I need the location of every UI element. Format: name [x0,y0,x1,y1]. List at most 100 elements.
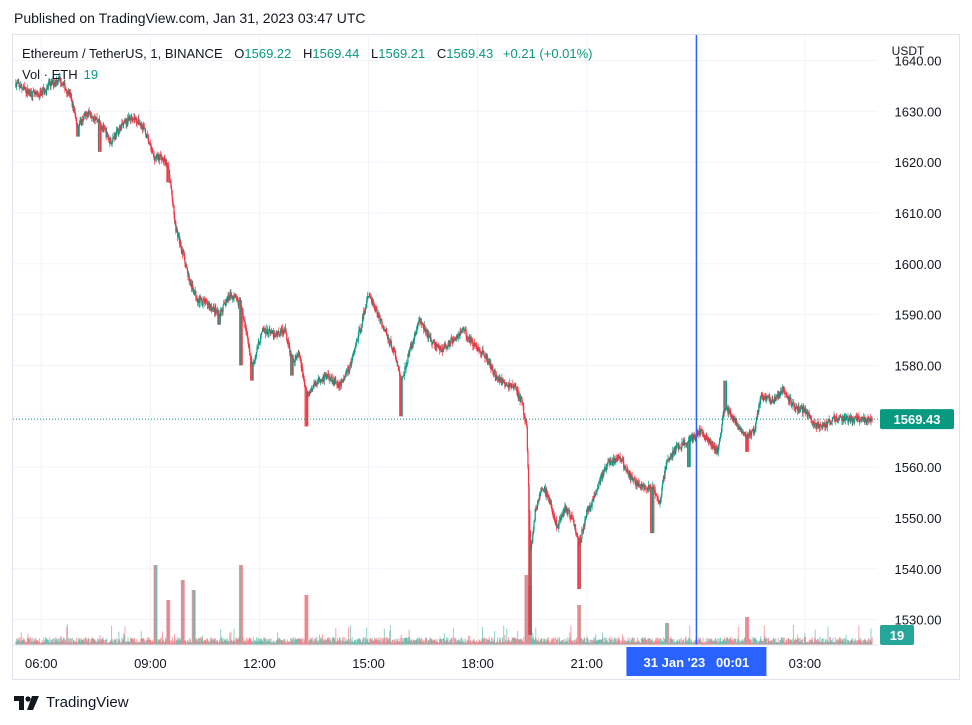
volume-bar [863,640,865,645]
volume-bar [446,637,448,645]
tradingview-logo-icon [14,695,39,710]
chart-frame[interactable] [12,34,960,680]
candle-body [382,326,384,329]
candle-body [57,81,59,83]
volume-bar [28,638,30,645]
candle-body [469,336,471,341]
volume-bar [726,637,728,645]
candle-body [756,417,758,418]
volume-bar [587,638,589,645]
volume-bar [176,640,178,645]
candle-body [458,333,460,335]
volume-bar [679,638,681,645]
volume-bar [503,625,505,645]
volume-bar [859,637,861,645]
candle-body [772,400,774,403]
candle-body [380,319,382,320]
volume-bar [278,637,280,645]
candle-body [421,323,424,324]
volume-bar [794,640,796,645]
volume-bar [82,639,84,645]
candle-body [647,488,649,490]
volume-bar [521,640,523,645]
volume-bar [519,639,521,645]
candle-body [857,415,859,418]
candle-body [712,447,714,449]
symbol-title[interactable]: Ethereum / TetherUS, 1, BINANCE [22,46,223,61]
candle-body [295,357,297,360]
volume-bar [423,642,425,645]
volume-bar [309,639,311,645]
volume-bar [636,641,638,645]
candle-body [859,419,861,422]
volume-bar [317,640,319,645]
volume-bar [240,565,242,645]
candle-body [871,418,873,420]
candle-body [56,79,58,83]
candle-body [811,420,813,425]
volume-bar [575,637,577,645]
candle-body [620,458,622,462]
candle-body [841,416,844,421]
volume-bar [505,642,507,645]
volume-bar [369,638,371,645]
volume-bar [835,642,837,645]
candle-body [543,489,545,492]
candle-body [546,491,548,498]
volume-bar [643,637,645,645]
volume-bar [57,639,59,645]
volume-bar [648,637,650,645]
candle-body [44,90,46,93]
candle-body [807,412,810,414]
candle-body [792,402,794,405]
candle-body [847,420,850,423]
candle-body [567,510,569,514]
volume-bar [597,640,599,645]
volume-bar [527,575,529,645]
candle-body [832,416,834,418]
volume-bar [754,637,756,645]
candle-body [809,415,811,418]
candle-body [591,499,593,506]
volume-bar [117,642,119,645]
volume-bar [325,639,327,645]
volume-bar [457,640,459,645]
volume-bar [30,641,32,645]
volume-bar [178,640,180,645]
candle-body [758,404,760,413]
volume-legend[interactable]: Vol · ETH 19 [22,67,98,82]
candle-body [492,366,494,372]
candle-body [542,489,544,491]
candle-body [158,155,160,161]
candle-body [325,375,327,380]
volume-bar [481,627,483,645]
candle-body [667,458,670,461]
candle-body [200,297,202,301]
candle-body [25,87,27,93]
volume-bar [655,638,657,645]
ohlc-legend[interactable]: Ethereum / TetherUS, 1, BINANCE O1569.22… [22,46,593,61]
volume-bar [123,635,125,645]
candle-body [654,488,656,491]
volume-bar [423,640,425,645]
candle-body [680,447,682,449]
candle-body [82,120,84,122]
volume-bar [772,639,774,645]
volume-bar [296,638,298,645]
volume-bar [504,634,506,645]
last-volume-tag-bg [880,625,914,645]
candle-body [104,127,106,130]
candle-body [772,399,774,401]
volume-bar [758,641,760,645]
volume-bar [326,638,328,645]
volume-bar [187,639,189,645]
volume-bar [765,638,767,645]
candle-body [166,161,168,168]
volume-bar [467,640,469,645]
candle-body [506,385,508,387]
volume-bar [660,638,662,645]
volume-bar [292,637,294,645]
volume-bar [477,642,479,645]
candle-body [804,408,806,413]
